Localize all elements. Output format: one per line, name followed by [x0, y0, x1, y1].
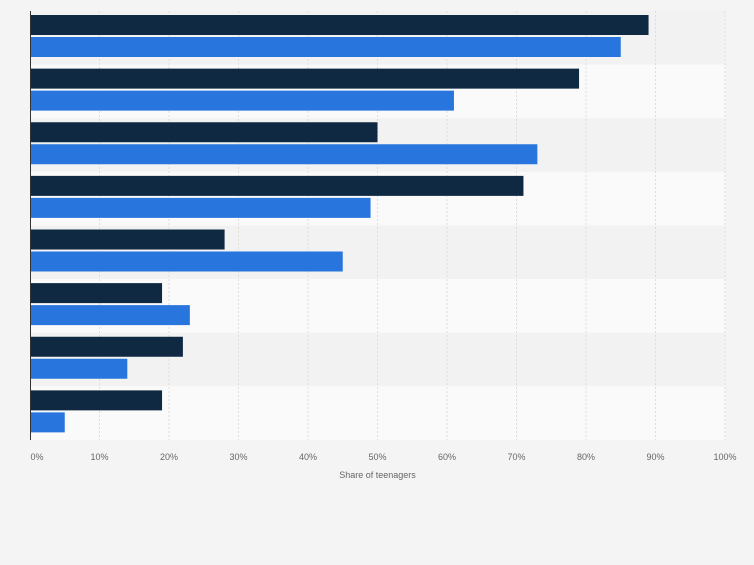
bar-series-2[interactable] [30, 251, 343, 272]
bar-series-2[interactable] [30, 90, 454, 111]
bar-series-2[interactable] [30, 144, 538, 165]
x-tick-label: 70% [507, 452, 525, 462]
x-tick-label: 30% [229, 452, 247, 462]
x-tick-label: 100% [713, 452, 736, 462]
x-tick-label: 0% [30, 452, 43, 462]
x-tick-label: 80% [577, 452, 595, 462]
bars [30, 15, 649, 433]
bar-series-1[interactable] [30, 68, 580, 89]
bar-series-1[interactable] [30, 283, 163, 304]
bar-series-1[interactable] [30, 229, 225, 250]
x-tick-label: 20% [160, 452, 178, 462]
bar-series-2[interactable] [30, 412, 65, 433]
x-tick-label: 60% [438, 452, 456, 462]
bar-series-2[interactable] [30, 305, 190, 326]
x-axis-title: Share of teenagers [339, 470, 416, 480]
bar-series-1[interactable] [30, 336, 183, 357]
bar-series-2[interactable] [30, 197, 371, 218]
bar-series-1[interactable] [30, 175, 524, 196]
x-tick-labels: 0% 10% 20% 30% 40% 50% 60% 70% 80% 90% 100% [30, 452, 736, 462]
bar-series-2[interactable] [30, 358, 128, 379]
bar-series-1[interactable] [30, 122, 378, 143]
x-tick-label: 10% [90, 452, 108, 462]
bar-series-2[interactable] [30, 37, 621, 57]
x-tick-label: 40% [299, 452, 317, 462]
bar-series-1[interactable] [30, 15, 649, 35]
x-tick-label: 90% [646, 452, 664, 462]
bar-series-1[interactable] [30, 390, 163, 411]
x-tick-label: 50% [368, 452, 386, 462]
